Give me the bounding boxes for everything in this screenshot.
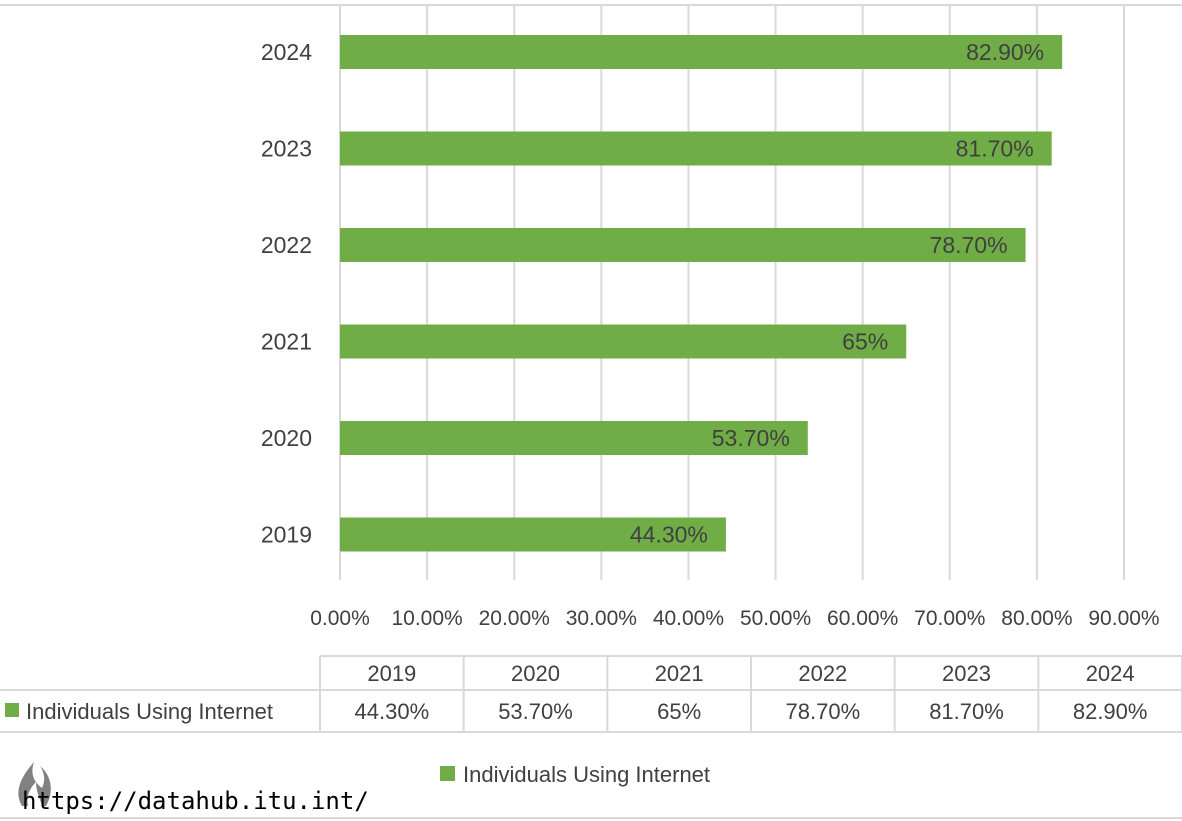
- table-header-2023: 2023: [942, 661, 991, 686]
- table-cell-2021: 65%: [657, 699, 701, 724]
- y-tick-label-2021: 2021: [261, 329, 312, 355]
- data-label-2019: 44.30%: [630, 522, 708, 548]
- x-tick-label-2: 20.00%: [479, 607, 550, 630]
- data-label-2024: 82.90%: [966, 39, 1044, 65]
- data-label-2020: 53.70%: [712, 425, 790, 451]
- x-tick-label-3: 30.00%: [566, 607, 637, 630]
- y-tick-label-2020: 2020: [261, 425, 312, 451]
- bar-2022: [340, 228, 1026, 262]
- gridlines: [339, 5, 1125, 580]
- data-label-2021: 65%: [842, 329, 888, 355]
- bar-2019: [340, 517, 726, 552]
- x-tick-label-8: 80.00%: [1001, 607, 1072, 630]
- data-label-2022: 78.70%: [930, 232, 1008, 258]
- legend-label: Individuals Using Internet: [463, 762, 710, 787]
- table-header-2019: 2019: [367, 661, 416, 686]
- x-tick-label-6: 60.00%: [827, 607, 898, 630]
- bars: 82.90% 81.70% 78.70% 65% 53.70% 44.30%: [340, 35, 1063, 552]
- y-tick-label-2024: 2024: [261, 39, 312, 65]
- data-label-2023: 81.70%: [956, 136, 1034, 162]
- bar-2021: [340, 324, 907, 359]
- x-tick-label-4: 40.00%: [653, 607, 724, 630]
- x-tick-label-5: 50.00%: [740, 607, 811, 630]
- table-row-swatch: [5, 703, 19, 717]
- legend-swatch: [440, 766, 455, 781]
- y-axis-labels: 2024 2023 2022 2021 2020 2019: [261, 39, 312, 548]
- table-cell-2023: 81.70%: [929, 699, 1004, 724]
- table-header-2020: 2020: [511, 661, 560, 686]
- x-tick-label-7: 70.00%: [914, 607, 985, 630]
- table-cell-2019: 44.30%: [355, 699, 430, 724]
- x-tick-label-1: 10.00%: [391, 607, 462, 630]
- table-cell-2024: 82.90%: [1073, 699, 1148, 724]
- source-url: https://datahub.itu.int/: [22, 787, 369, 815]
- y-tick-label-2019: 2019: [261, 522, 312, 548]
- bar-2024: [340, 35, 1063, 69]
- y-tick-label-2022: 2022: [261, 232, 312, 258]
- x-axis-labels: 0.00% 10.00% 20.00% 30.00% 40.00% 50.00% 60.00…: [310, 607, 1159, 630]
- x-tick-label-0: 0.00%: [310, 607, 370, 630]
- y-tick-label-2023: 2023: [261, 136, 312, 162]
- x-tick-label-9: 90.00%: [1088, 607, 1159, 630]
- source-logo: [18, 762, 51, 806]
- bar-2023: [340, 131, 1052, 166]
- data-table: 2019 2020 2021 2022 2023 2024 44.30% 53.70% 65% 7…: [0, 655, 1182, 733]
- bar-2020: [340, 421, 808, 455]
- table-header-2022: 2022: [798, 661, 847, 686]
- table-cell-2020: 53.70%: [498, 699, 573, 724]
- table-cell-2022: 78.70%: [786, 699, 861, 724]
- table-row-label: Individuals Using Internet: [26, 699, 273, 724]
- legend: Individuals Using Internet: [440, 762, 710, 787]
- table-header-2021: 2021: [655, 661, 704, 686]
- table-header-2024: 2024: [1086, 661, 1135, 686]
